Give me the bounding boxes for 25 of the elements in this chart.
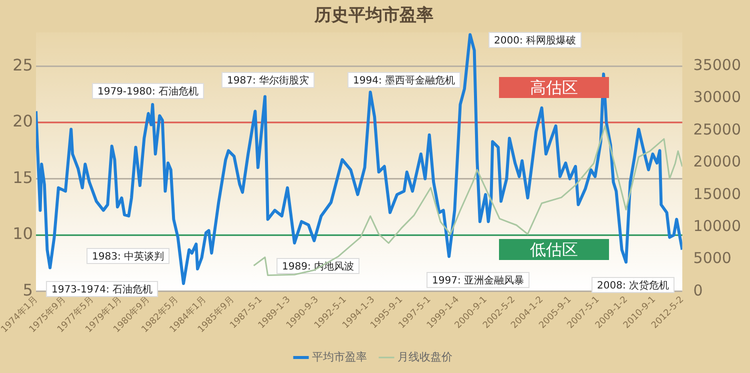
y-tick-label: 20 [12, 112, 33, 131]
chart-title: 历史平均市盈率 [314, 6, 434, 26]
label-tag: 高估区 [499, 76, 609, 98]
y2-tick-label: 35000 [693, 56, 741, 74]
annotation: 2000: 科网股爆破 [494, 34, 576, 47]
annotation: 1973-1974: 石油危机 [51, 284, 153, 296]
annotation: 2008: 次贷危机 [597, 280, 669, 292]
annotation: 1987: 华尔街股灾 [227, 74, 309, 87]
y2-tick-label: 20000 [693, 152, 741, 171]
label-tag: 低估区 [499, 238, 609, 260]
y2-tick-label: 0 [693, 281, 703, 300]
annotation: 1994: 墨西哥金融危机 [353, 74, 455, 87]
annotation: 1997: 亚洲金融风暴 [432, 274, 524, 287]
annotation: 1979-1980: 石油危机 [97, 86, 199, 98]
y2-tick-label: 10000 [693, 216, 741, 235]
legend-label: 平均市盈率 [312, 350, 367, 364]
annotation: 1983: 中英谈判 [92, 250, 164, 263]
y-tick-label: 25 [12, 55, 33, 74]
y-tick-label: 10 [12, 224, 33, 244]
y2-tick-label: 25000 [693, 120, 741, 138]
y-tick-label: 15 [12, 168, 33, 187]
y2-tick-label: 5000 [693, 249, 732, 268]
y2-tick-label: 30000 [693, 88, 741, 106]
y2-tick-label: 15000 [693, 184, 741, 203]
legend-label: 月线收盘价 [398, 350, 452, 364]
